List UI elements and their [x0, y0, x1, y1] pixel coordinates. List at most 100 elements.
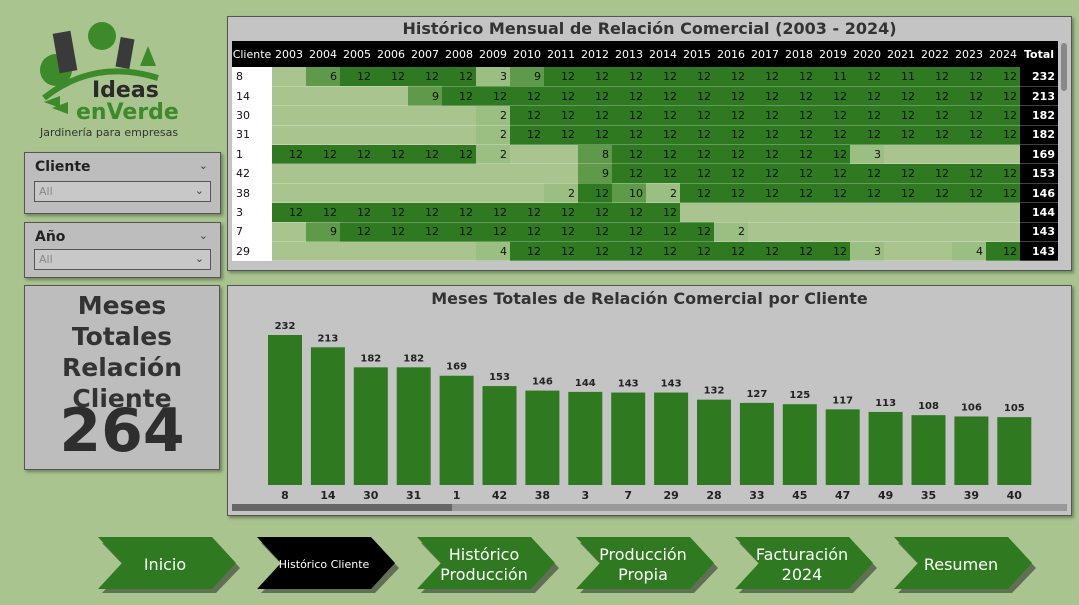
bar-data-label: 153 — [489, 372, 510, 383]
matrix-value-cell — [272, 241, 306, 262]
matrix-value-cell: 12 — [986, 241, 1020, 262]
bar-14[interactable] — [310, 347, 345, 485]
matrix-value-cell: 9 — [510, 67, 544, 87]
matrix-value-cell — [340, 125, 374, 146]
matrix-value-cell — [306, 183, 340, 204]
matrix-value-cell: 12 — [544, 105, 578, 126]
slicer-ano[interactable]: Año ⌄ All ⌄ — [24, 222, 221, 278]
matrix-value-cell — [272, 183, 306, 204]
matrix-value-cell: 12 — [510, 202, 544, 223]
chart-title: Meses Totales de Relación Comercial por … — [431, 289, 868, 308]
bar-data-label: 213 — [317, 333, 338, 344]
matrix-value-cell: 12 — [748, 125, 782, 146]
matrix-value-cell: 12 — [782, 183, 816, 204]
matrix-value-cell: 12 — [646, 144, 680, 165]
matrix-value-cell: 12 — [850, 125, 884, 146]
bar-data-label: 105 — [1004, 403, 1025, 414]
matrix-value-cell: 12 — [952, 86, 986, 107]
matrix-value-cell — [782, 222, 816, 243]
bar-30[interactable] — [353, 367, 388, 485]
matrix-value-cell: 12 — [680, 105, 714, 126]
chart-scrollbar-thumb[interactable] — [232, 504, 452, 511]
nav-button-5[interactable]: Resumen — [894, 537, 1040, 593]
slicer-ano-dropdown[interactable]: All ⌄ — [34, 249, 211, 270]
chevron-down-icon[interactable]: ⌄ — [194, 184, 204, 197]
bar-28[interactable] — [697, 399, 731, 485]
bar-8[interactable] — [268, 335, 302, 485]
matrix-value-cell: 12 — [612, 163, 646, 184]
matrix-header-year: 2020 — [850, 41, 884, 67]
matrix-header-year: 2004 — [306, 41, 340, 67]
matrix-value-cell — [476, 163, 510, 184]
matrix-client-cell: 30 — [232, 105, 272, 126]
nav-button-0[interactable]: Inicio — [98, 537, 244, 593]
matrix-value-cell: 9 — [306, 222, 340, 243]
matrix-value-cell: 12 — [340, 222, 374, 243]
bar-31[interactable] — [396, 367, 431, 485]
bar-42[interactable] — [482, 386, 517, 485]
nav-button-1[interactable]: Histórico Cliente — [257, 537, 403, 593]
slicer-ano-title: Año — [35, 229, 66, 245]
matrix-header-year: 2015 — [680, 41, 714, 67]
chevron-down-icon[interactable]: ⌄ — [198, 159, 208, 172]
slicer-cliente[interactable]: Cliente ⌄ All ⌄ — [24, 152, 221, 214]
chevron-down-icon[interactable]: ⌄ — [198, 229, 208, 242]
bar-1[interactable] — [439, 375, 474, 485]
matrix-value-cell: 2 — [476, 105, 510, 126]
bar-35[interactable] — [911, 415, 946, 485]
matrix-value-cell — [476, 183, 510, 204]
bar-45[interactable] — [782, 404, 817, 485]
matrix-value-cell — [306, 105, 340, 126]
bar-7[interactable] — [611, 392, 646, 485]
chevron-down-icon[interactable]: ⌄ — [194, 252, 204, 265]
matrix-value-cell: 12 — [986, 183, 1020, 204]
chart-scrollbar-track[interactable] — [232, 504, 1067, 511]
nav-button-4[interactable]: Facturación 2024 — [735, 537, 881, 593]
matrix-value-cell — [374, 183, 408, 204]
matrix-value-cell: 2 — [476, 125, 510, 146]
matrix-scrollbar[interactable] — [1061, 43, 1067, 91]
bar-29[interactable] — [654, 392, 689, 485]
matrix-value-cell — [748, 222, 782, 243]
matrix-value-cell — [442, 241, 476, 262]
matrix-value-cell: 12 — [612, 67, 646, 87]
matrix-value-cell: 12 — [374, 144, 408, 165]
matrix-value-cell: 12 — [850, 67, 884, 87]
bar-data-label: 108 — [918, 401, 939, 412]
matrix-title: Histórico Mensual de Relación Comercial … — [402, 19, 897, 38]
matrix-value-cell: 12 — [408, 144, 442, 165]
matrix-value-cell — [850, 202, 884, 223]
table-row: 8 6 12 12 12 12 3 9 12 12 12 12 12 12 12 12 11 12 11 12 12 12… — [232, 67, 1058, 87]
nav-button-2[interactable]: Histórico Producción — [417, 537, 563, 593]
matrix-value-cell: 2 — [714, 222, 748, 243]
bar-39[interactable] — [954, 416, 989, 485]
bar-49[interactable] — [868, 411, 903, 485]
history-matrix: Cliente 2003 2004 2005 2006 2007 2008 2009 2010 2… — [232, 41, 1058, 262]
matrix-value-cell: 12 — [850, 105, 884, 126]
matrix-value-cell: 12 — [986, 86, 1020, 107]
bar-38[interactable] — [525, 390, 560, 485]
matrix-value-cell: 12 — [918, 86, 952, 107]
bar-40[interactable] — [997, 417, 1032, 485]
matrix-value-cell — [374, 105, 408, 126]
bar-data-label: 146 — [532, 377, 553, 388]
matrix-value-cell: 12 — [646, 125, 680, 146]
matrix-value-cell — [816, 202, 850, 223]
matrix-value-cell: 12 — [714, 183, 748, 204]
nav-arrow-shape — [735, 537, 877, 593]
matrix-value-cell: 12 — [918, 163, 952, 184]
matrix-value-cell: 12 — [680, 241, 714, 262]
matrix-value-cell — [918, 241, 952, 262]
slicer-cliente-dropdown[interactable]: All ⌄ — [34, 181, 211, 202]
bar-33[interactable] — [739, 402, 774, 485]
matrix-value-cell: 12 — [544, 202, 578, 223]
x-tick-label: 3 — [581, 489, 589, 502]
bar-3[interactable] — [568, 391, 603, 485]
matrix-value-cell: 12 — [986, 163, 1020, 184]
nav-button-3[interactable]: Producción Propia — [576, 537, 722, 593]
matrix-header-total[interactable]: Total — [1020, 41, 1058, 67]
table-row: 29 4 12 12 12 12 12 12 12 12 12 12 3 4 12 143 — [232, 241, 1058, 262]
matrix-value-cell — [714, 202, 748, 223]
matrix-value-cell — [340, 163, 374, 184]
bar-47[interactable] — [825, 409, 860, 485]
